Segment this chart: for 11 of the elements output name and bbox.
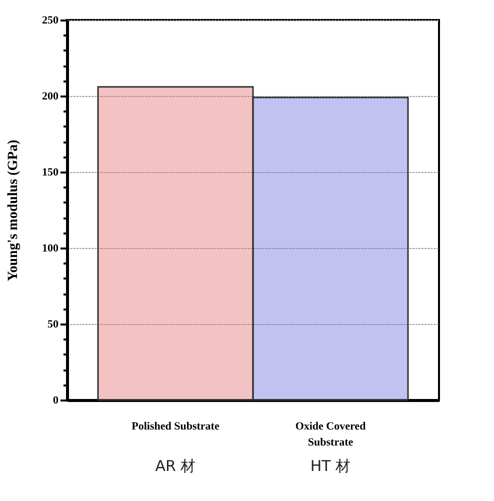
text: AR 材 [155,457,196,475]
y-tick-label: 150 [42,166,59,178]
y-tick-label: 50 [48,318,59,330]
x-tick-label: Polished Substrate [132,420,220,432]
y-tick-label: 100 [42,242,59,254]
text: HT 材 [310,457,351,475]
y-tick-label: 200 [42,90,59,102]
y-tick-label: 250 [42,14,59,26]
y-tick-label: 0 [53,394,59,406]
x-tick-label: Oxide Covered Substrate [295,420,366,448]
y-axis-title: Young's modulus (GPa) [6,139,21,282]
